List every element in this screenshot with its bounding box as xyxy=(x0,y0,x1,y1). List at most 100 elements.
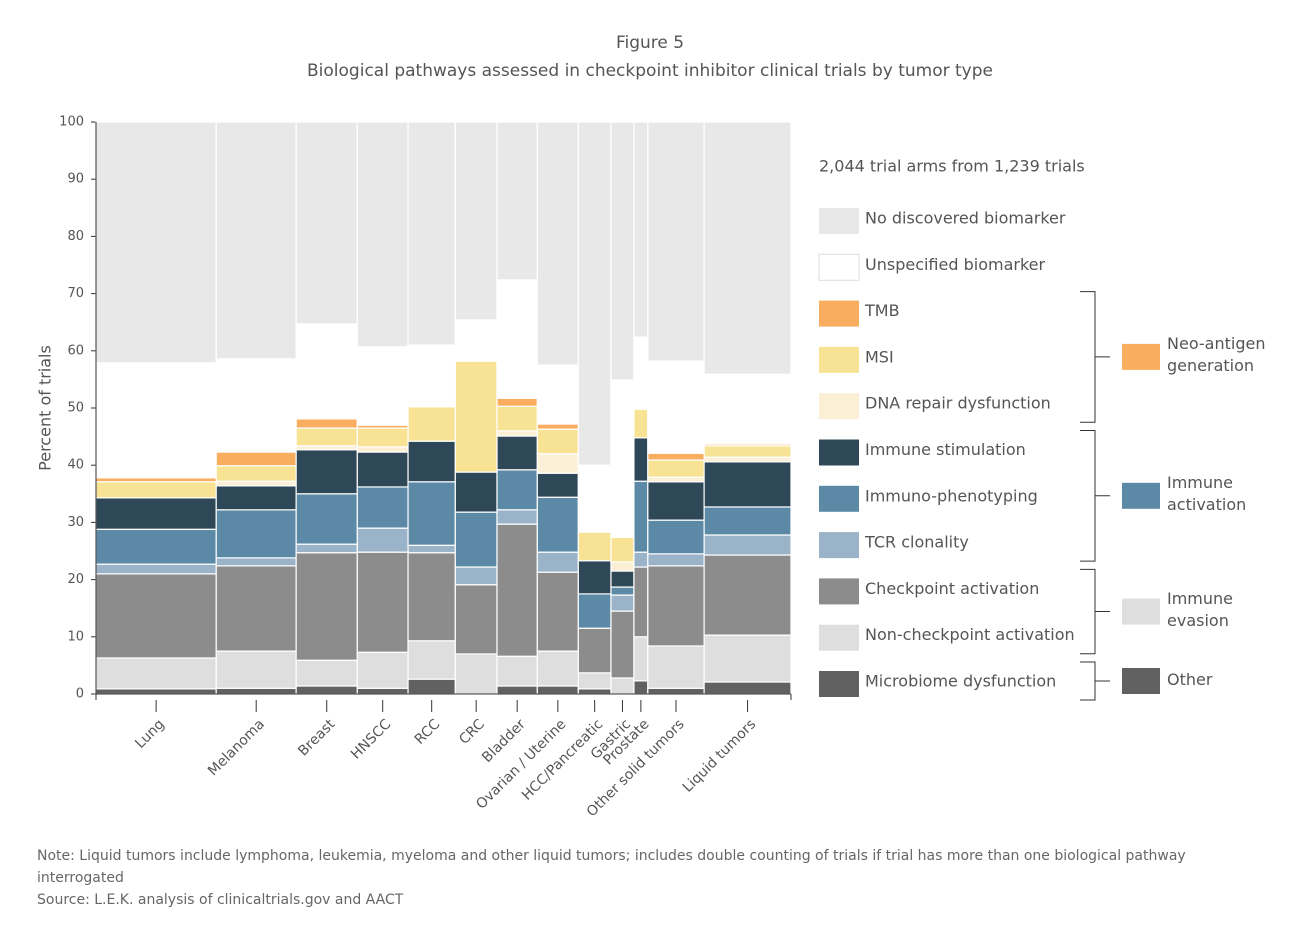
segment xyxy=(703,456,792,463)
segment xyxy=(295,659,358,687)
segment xyxy=(295,121,358,325)
segment xyxy=(496,685,538,695)
segment xyxy=(356,486,409,529)
segment xyxy=(496,397,538,407)
legend-swatch xyxy=(819,393,859,420)
segment xyxy=(356,446,409,453)
y-tick-label: 50 xyxy=(67,401,84,416)
segment xyxy=(95,362,217,479)
segment xyxy=(95,573,217,659)
segment xyxy=(496,469,538,511)
segment xyxy=(633,566,649,638)
segment xyxy=(295,449,358,495)
segment xyxy=(95,481,217,499)
segment xyxy=(356,346,409,426)
segment xyxy=(356,527,409,553)
segment xyxy=(215,121,297,360)
legend-label: DNA repair dysfunction xyxy=(865,394,1051,413)
segment xyxy=(295,493,358,545)
segment xyxy=(577,531,612,562)
segment xyxy=(703,373,792,445)
x-tick-label: Melanoma xyxy=(205,716,268,779)
segment xyxy=(577,121,612,466)
segment xyxy=(496,523,538,657)
segment xyxy=(536,650,579,687)
bracket xyxy=(1080,291,1110,423)
segment xyxy=(610,610,635,679)
segment xyxy=(610,121,635,381)
segment xyxy=(407,440,456,483)
segment xyxy=(647,476,705,483)
segment xyxy=(536,121,579,366)
legend-swatch xyxy=(819,578,859,605)
segment xyxy=(95,528,217,565)
segment xyxy=(703,681,792,695)
segment xyxy=(536,453,579,474)
segment xyxy=(215,465,297,482)
segment xyxy=(356,451,409,488)
segment xyxy=(407,406,456,442)
segment xyxy=(633,336,649,410)
chart-subtitle: Biological pathways assessed in checkpoi… xyxy=(307,61,993,81)
segment xyxy=(95,688,217,695)
segment xyxy=(215,650,297,689)
segment xyxy=(647,121,705,362)
segment xyxy=(356,427,409,448)
segment xyxy=(454,121,498,321)
segment xyxy=(356,651,409,689)
segment xyxy=(647,452,705,461)
legend-label: Unspecified biomarker xyxy=(865,255,1045,274)
segment xyxy=(407,481,456,546)
segment xyxy=(610,594,635,612)
legend-label: Non-checkpoint activation xyxy=(865,625,1075,644)
legend-label: Checkpoint activation xyxy=(865,579,1039,598)
chart-title: Figure 5 xyxy=(616,33,684,53)
segment xyxy=(295,418,358,429)
segment xyxy=(647,459,705,478)
segment xyxy=(610,586,635,596)
segment xyxy=(454,566,498,586)
segment xyxy=(536,496,579,553)
legend-swatch xyxy=(819,671,859,697)
segment xyxy=(536,472,579,498)
group-label: Immune evasion xyxy=(1167,588,1234,630)
segment xyxy=(536,423,579,430)
segment xyxy=(496,509,538,525)
segment xyxy=(647,481,705,521)
segment xyxy=(295,543,358,554)
y-tick-label: 30 xyxy=(67,515,84,530)
segment xyxy=(703,445,792,458)
segment xyxy=(295,445,358,451)
segment xyxy=(633,680,649,695)
group-swatch xyxy=(1122,482,1160,509)
segment xyxy=(633,408,649,439)
segment xyxy=(215,565,297,652)
segment xyxy=(703,506,792,536)
segment xyxy=(95,121,217,364)
segment xyxy=(95,657,217,690)
segment xyxy=(536,428,579,455)
y-tick-label: 10 xyxy=(67,629,84,644)
legend-swatch xyxy=(819,208,859,234)
segment xyxy=(610,561,635,572)
segment xyxy=(95,563,217,575)
segment xyxy=(454,584,498,655)
segment xyxy=(356,121,409,348)
segment xyxy=(215,687,297,695)
segment xyxy=(454,511,498,568)
segment xyxy=(633,121,649,338)
group-swatch xyxy=(1122,598,1160,625)
legend-swatch xyxy=(818,253,860,281)
segment xyxy=(215,485,297,511)
segment xyxy=(407,344,456,408)
y-tick-label: 70 xyxy=(67,286,84,301)
legend-swatch xyxy=(819,485,859,512)
segment xyxy=(496,405,538,432)
segment xyxy=(356,687,409,695)
segment xyxy=(215,557,297,567)
segment xyxy=(407,552,456,642)
group-swatch xyxy=(1122,343,1160,370)
segment xyxy=(577,688,612,695)
